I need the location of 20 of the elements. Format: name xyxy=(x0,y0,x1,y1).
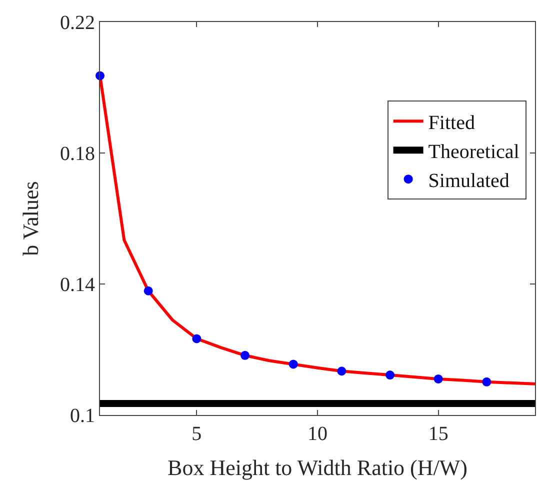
point xyxy=(482,377,492,386)
y-tick-label: 0.1 xyxy=(70,405,95,427)
legend-label: Fitted xyxy=(428,112,475,134)
point xyxy=(434,374,443,384)
point xyxy=(386,370,394,380)
point xyxy=(240,350,250,360)
y-axis-title: b Values xyxy=(18,181,43,256)
point xyxy=(337,366,346,376)
legend-label: Simulated xyxy=(428,170,510,192)
legend-label: Theoretical xyxy=(428,140,520,163)
point xyxy=(288,360,298,369)
x-tick-label: 15 xyxy=(428,423,448,445)
y-tick-label: 0.22 xyxy=(60,12,95,34)
y-tick-label: 0.14 xyxy=(60,274,95,296)
point xyxy=(192,334,202,344)
y-tick-label: 0.18 xyxy=(60,143,95,165)
x-tick-label: 5 xyxy=(192,423,202,445)
x-tick-label: 10 xyxy=(308,423,328,445)
x-axis-title: Box Height to Width Ratio (H/W) xyxy=(168,454,468,480)
point xyxy=(144,286,153,296)
